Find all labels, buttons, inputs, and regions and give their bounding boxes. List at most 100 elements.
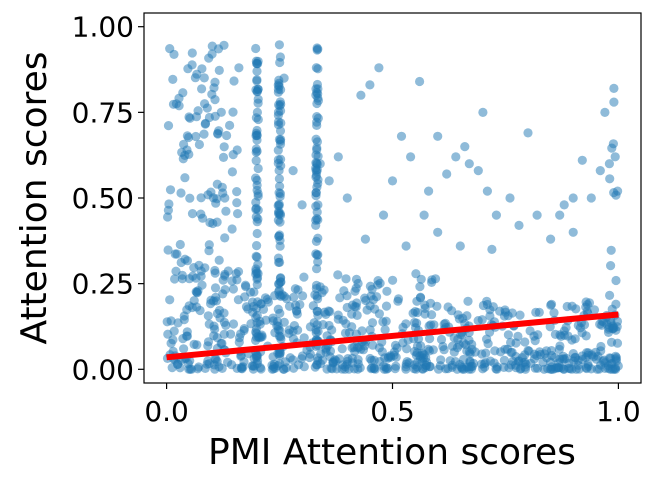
scatter-point — [380, 353, 390, 363]
scatter-point — [203, 311, 213, 321]
scatter-point — [212, 194, 222, 204]
scatter-point — [365, 281, 375, 291]
scatter-point — [252, 228, 262, 239]
scatter-point — [165, 295, 175, 305]
scatter-point — [503, 311, 513, 321]
scatter-point — [409, 364, 419, 374]
scatter-point — [347, 358, 358, 368]
scatter-point — [218, 188, 228, 198]
scatter-point — [234, 333, 245, 343]
scatter-point — [600, 107, 610, 117]
scatter-point — [393, 294, 404, 304]
scatter-point — [581, 331, 591, 341]
y-tick-label: 0.25 — [72, 268, 134, 301]
scatter-point — [312, 137, 322, 147]
scatter-point — [218, 289, 228, 299]
scatter-point — [240, 292, 250, 302]
scatter-point — [322, 331, 332, 341]
scatter-point — [288, 166, 298, 176]
scatter-point — [169, 49, 179, 60]
scatter-point — [546, 234, 556, 244]
scatter-point — [424, 186, 434, 196]
scatter-point — [210, 283, 221, 293]
scatter-point — [274, 208, 284, 218]
scatter-point — [212, 179, 222, 189]
scatter-point — [168, 74, 178, 84]
scatter-point — [197, 280, 207, 290]
scatter-point — [275, 359, 285, 369]
scatter-point — [312, 264, 322, 274]
scatter-point — [220, 269, 230, 279]
scatter-point — [582, 300, 593, 310]
scatter-point — [194, 139, 204, 150]
scatter-point — [568, 227, 578, 237]
scatter-point — [214, 126, 224, 136]
scatter-point — [577, 155, 587, 165]
scatter-point — [453, 310, 463, 320]
scatter-point — [299, 272, 309, 282]
scatter-point — [546, 300, 556, 310]
scatter-point — [166, 316, 176, 326]
scatter-point — [253, 297, 263, 307]
scatter-point — [428, 345, 438, 355]
scatter-point — [390, 364, 400, 374]
scatter-point — [216, 107, 226, 117]
scatter-point — [369, 363, 379, 373]
scatter-point — [229, 76, 239, 86]
scatter-point — [567, 335, 577, 345]
scatter-point — [321, 344, 331, 354]
scatter-point — [279, 73, 289, 83]
scatter-point — [473, 316, 483, 326]
scatter-point — [531, 307, 541, 317]
scatter-point — [606, 245, 616, 255]
scatter-point — [276, 291, 286, 301]
scatter-point — [163, 121, 174, 131]
scatter-point — [424, 321, 434, 331]
scatter-point — [288, 334, 298, 344]
scatter-point — [208, 218, 218, 229]
scatter-point — [609, 97, 619, 107]
scatter-point — [482, 186, 492, 196]
scatter-point — [374, 343, 384, 353]
scatter-point — [311, 325, 321, 335]
scatter-point — [289, 292, 299, 302]
scatter-point — [532, 210, 542, 220]
scatter-point — [212, 308, 222, 319]
scatter-point — [202, 103, 212, 113]
scatter-point — [503, 330, 513, 340]
scatter-point — [415, 76, 425, 87]
scatter-point — [355, 363, 365, 373]
scatter-point — [367, 318, 378, 328]
scatter-point — [426, 298, 436, 308]
scatter-point — [311, 188, 321, 198]
scatter-point — [442, 169, 452, 179]
scatter-point — [219, 308, 229, 318]
scatter-point — [421, 353, 431, 363]
scatter-point — [492, 364, 502, 374]
scatter-point — [605, 290, 615, 300]
scatter-point — [170, 274, 180, 284]
scatter-point — [581, 363, 591, 373]
scatter-point — [452, 343, 462, 353]
scatter-point — [464, 159, 474, 169]
scatter-point — [192, 302, 202, 312]
scatter-point — [468, 358, 479, 368]
scatter-point — [313, 257, 323, 267]
scatter-point — [179, 311, 189, 321]
scatter-point — [313, 175, 323, 185]
scatter-point — [274, 100, 284, 110]
scatter-point — [253, 98, 263, 108]
scatter-point — [463, 296, 473, 306]
scatter-point — [251, 312, 261, 322]
scatter-point — [514, 356, 524, 366]
scatter-point — [337, 344, 347, 354]
scatter-point — [214, 65, 224, 75]
scatter-point — [179, 344, 189, 354]
scatter-point — [184, 274, 194, 284]
scatter-point — [361, 295, 371, 306]
y-axis-label: Attention scores — [14, 51, 55, 344]
scatter-point — [273, 253, 284, 263]
scatter-point — [315, 159, 325, 169]
scatter-point — [607, 143, 617, 153]
scatter-point — [253, 114, 263, 125]
